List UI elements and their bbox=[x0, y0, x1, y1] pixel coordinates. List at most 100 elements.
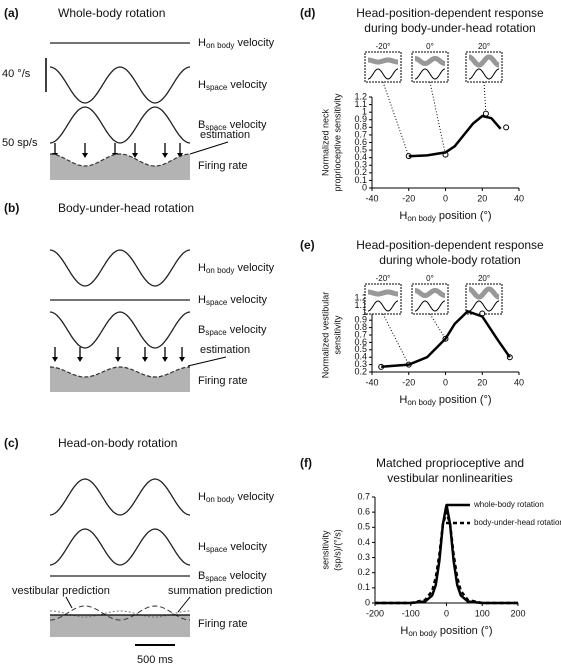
firing-area bbox=[50, 615, 190, 637]
label-sub: on body bbox=[206, 266, 234, 275]
arrow-head bbox=[82, 153, 88, 158]
data-point bbox=[503, 124, 510, 131]
inset-trace bbox=[368, 68, 398, 80]
inset-pointer bbox=[429, 313, 446, 339]
inset-pointer bbox=[429, 81, 446, 155]
label-sub: space bbox=[205, 123, 227, 132]
label-main: H bbox=[198, 491, 206, 503]
inset-pointer bbox=[382, 81, 410, 157]
inset-label: 20° bbox=[478, 42, 490, 51]
y-tick-label: 1.2 bbox=[354, 91, 367, 101]
x-tick-label: 100 bbox=[475, 608, 490, 618]
label: Hon body velocity bbox=[198, 491, 275, 504]
trace bbox=[49, 478, 191, 516]
label-main: H bbox=[399, 210, 407, 222]
inset-label: -20° bbox=[376, 274, 391, 283]
y-tick-label: 0.2 bbox=[354, 167, 367, 177]
label-main: B bbox=[198, 119, 205, 131]
trace bbox=[49, 528, 191, 566]
label: Bspace velocity bbox=[198, 119, 267, 132]
y-tick-label: 0.4 bbox=[354, 152, 367, 162]
x-tick-label: -40 bbox=[365, 377, 378, 387]
y-tick-label: 0.5 bbox=[354, 144, 367, 154]
label: Hon body velocity bbox=[198, 37, 275, 50]
label-sub: space bbox=[206, 298, 228, 307]
label-rest: velocity bbox=[234, 491, 274, 503]
inset-label: 20° bbox=[478, 274, 490, 283]
x-tick-label: -100 bbox=[402, 608, 420, 618]
y-tick-label: 0.4 bbox=[354, 352, 367, 362]
inset-trace bbox=[368, 300, 398, 312]
y-tick-label: 1 bbox=[362, 307, 367, 317]
y-tick-label: 0.6 bbox=[354, 337, 367, 347]
firing-label: Firing rate bbox=[198, 160, 248, 172]
y-tick-label: 0.1 bbox=[354, 175, 367, 185]
chart-title: Matched proprioceptive and bbox=[376, 456, 524, 470]
chart-title: Head-position-dependent response bbox=[356, 6, 544, 20]
inset-pointer bbox=[382, 313, 410, 365]
scale-label: 50 sp/s bbox=[2, 137, 38, 149]
label: Hon body velocity bbox=[198, 262, 275, 275]
data-line bbox=[408, 114, 502, 158]
pointer bbox=[177, 596, 191, 613]
panel-title: Body-under-head rotation bbox=[58, 201, 194, 215]
label-main: H bbox=[400, 625, 408, 637]
label-sub: on body bbox=[407, 398, 435, 407]
arrow-head bbox=[132, 153, 138, 158]
y-tick-label: 0.2 bbox=[354, 366, 367, 376]
trace bbox=[49, 311, 191, 349]
inset-band bbox=[368, 57, 398, 65]
pointer bbox=[187, 356, 227, 367]
x-tick-label: 0 bbox=[444, 608, 449, 618]
panel-letter: (a) bbox=[4, 6, 19, 20]
label: Bspace velocity bbox=[198, 324, 267, 337]
x-tick-label: 0 bbox=[443, 377, 448, 387]
y-tick-label: 0 bbox=[362, 182, 367, 192]
label-rest: velocity bbox=[227, 294, 267, 306]
panel-title: Whole-body rotation bbox=[58, 6, 165, 20]
inset-band bbox=[414, 288, 446, 298]
y-axis-label: Normalized neck bbox=[320, 108, 330, 176]
firing-label: Firing rate bbox=[198, 618, 248, 630]
arrow-head bbox=[142, 357, 148, 362]
y-tick-label: 0.6 bbox=[354, 137, 367, 147]
firing-label: Firing rate bbox=[198, 375, 248, 387]
chart-title: during whole-body rotation bbox=[379, 253, 520, 267]
label-rest: velocity bbox=[227, 324, 267, 336]
label-main: B bbox=[198, 570, 205, 582]
firing-estimate bbox=[49, 153, 191, 167]
y-tick-label: 0.6 bbox=[357, 507, 370, 517]
x-tick-label: 200 bbox=[510, 608, 525, 618]
y-tick-label: 1.2 bbox=[354, 292, 367, 302]
panel-letter: (b) bbox=[4, 201, 19, 215]
label-sub: on body bbox=[206, 495, 234, 504]
y-tick-label: 1.1 bbox=[354, 300, 367, 310]
vestibular-prediction bbox=[49, 605, 191, 621]
y-tick-label: 1.1 bbox=[354, 99, 367, 109]
inset-pointer bbox=[483, 81, 487, 114]
chart-title: vestibular nonlinearities bbox=[387, 471, 512, 485]
legend-label: whole-body rotation bbox=[473, 500, 544, 509]
label-main: H bbox=[198, 37, 206, 49]
label-main: B bbox=[198, 324, 205, 336]
y-axis-label: proprioceptive sensitivity bbox=[332, 93, 342, 192]
y-tick-label: 0.5 bbox=[357, 522, 370, 532]
trace bbox=[49, 66, 191, 104]
y-tick-label: 0.4 bbox=[357, 537, 370, 547]
label-rest: velocity bbox=[234, 37, 274, 49]
inset-band bbox=[468, 54, 500, 68]
y-tick-label: 0.9 bbox=[354, 114, 367, 124]
arrow-head bbox=[52, 357, 58, 362]
y-tick-label: 0.3 bbox=[357, 552, 370, 562]
annotation: summation prediction bbox=[168, 585, 273, 597]
y-axis-label: (sp/s)/(°/s) bbox=[332, 529, 342, 571]
trace bbox=[49, 249, 191, 287]
annotation: vestibular prediction bbox=[12, 585, 110, 597]
y-tick-label: 0.8 bbox=[354, 122, 367, 132]
x-tick-label: -200 bbox=[366, 608, 384, 618]
scale-label: 40 °/s bbox=[2, 68, 31, 80]
x-tick-label: 40 bbox=[514, 193, 524, 203]
arrow-head bbox=[179, 357, 185, 362]
label: Hon body position (°) bbox=[399, 394, 491, 407]
